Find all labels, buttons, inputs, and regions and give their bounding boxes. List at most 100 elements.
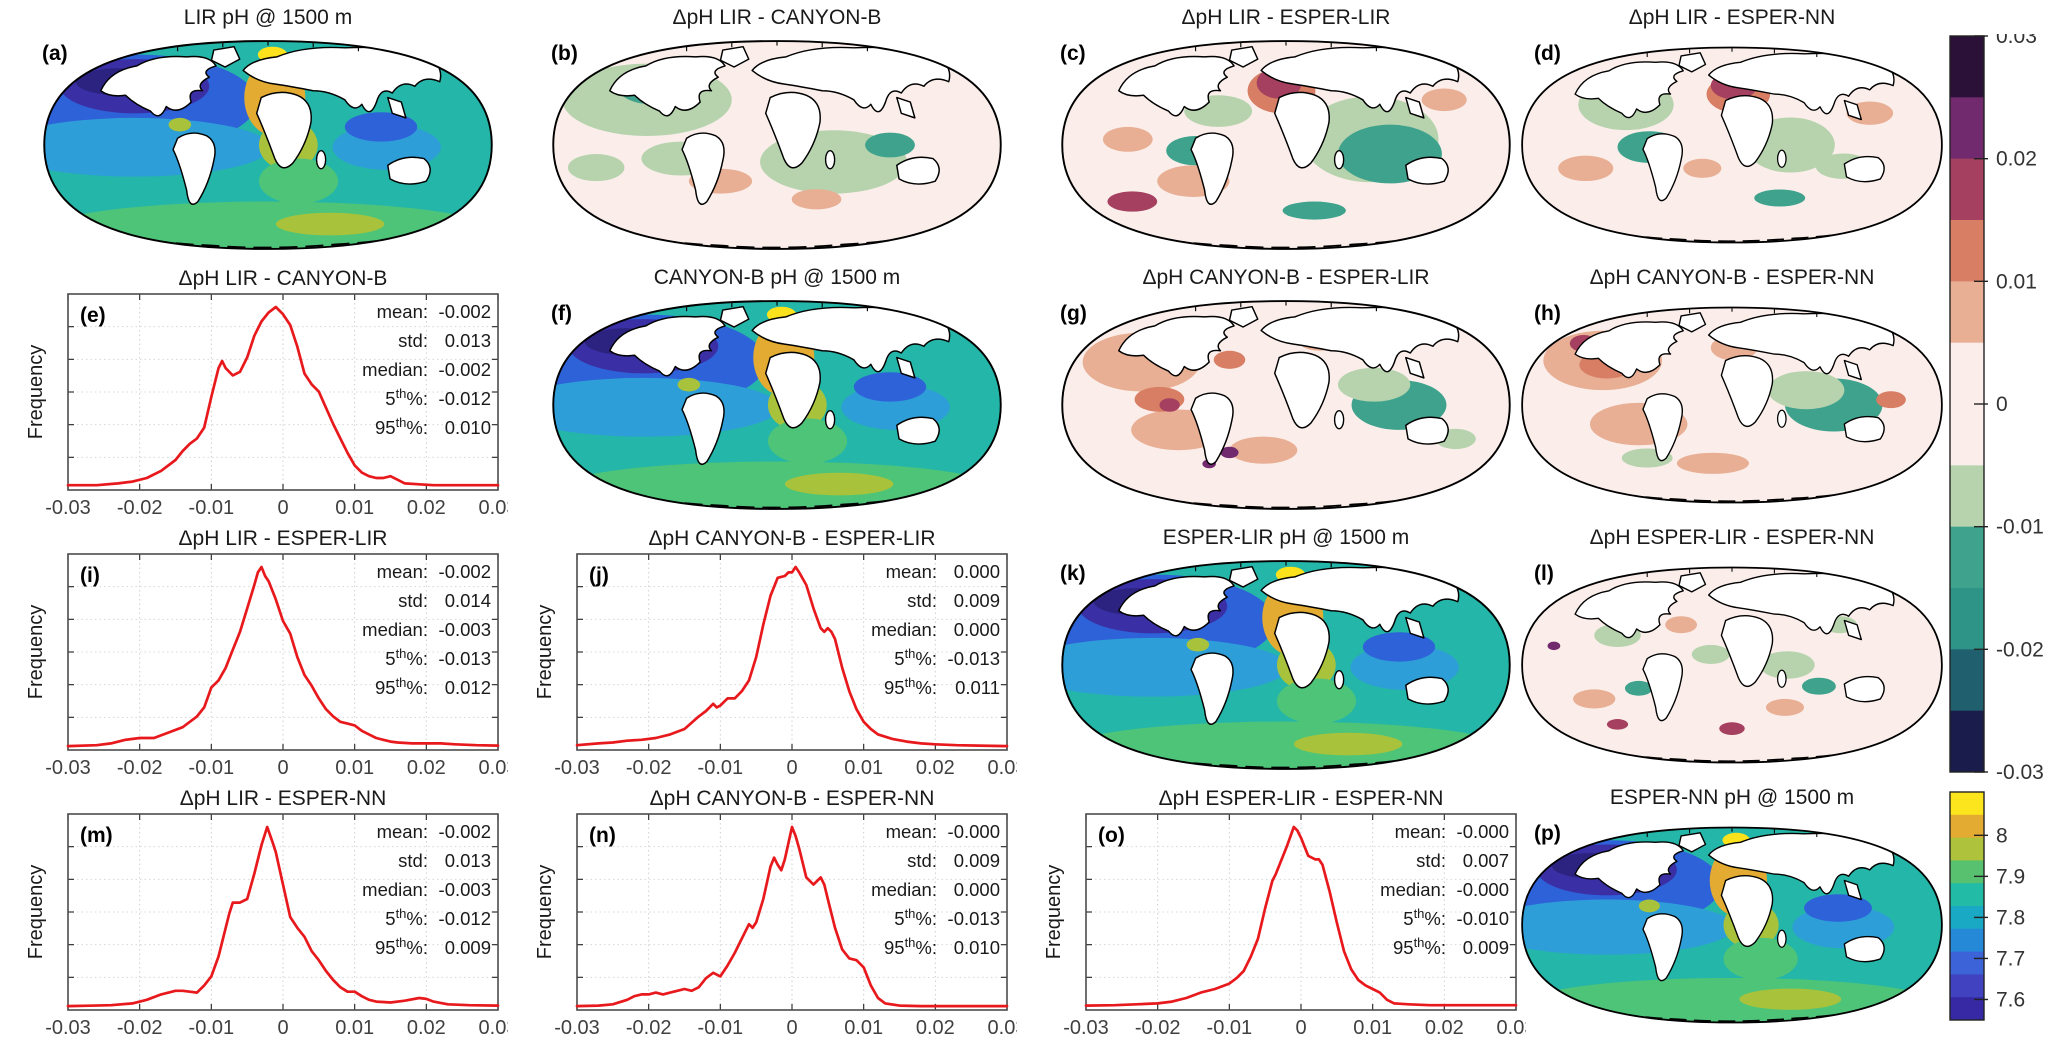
map-frame (1521, 566, 1943, 764)
colorbar-tick-label: -0.03 (1996, 761, 2044, 784)
panel-title: ΔpH CANYON-B - ESPER-NN (1589, 266, 1875, 289)
map-frame (1521, 46, 1943, 244)
continent-shape (1843, 619, 1863, 641)
panel-title: ΔpH CANYON-B - ESPER-NN (650, 787, 935, 810)
x-tick-label: -0.02 (117, 1017, 163, 1039)
stat-text: 95th%: (375, 415, 428, 438)
x-tick-label: -0.03 (45, 497, 91, 519)
colorbar-tick-label: 0 (1996, 393, 2008, 416)
stat-text: -0.012 (439, 908, 491, 929)
stat-text: -0.010 (1457, 908, 1509, 929)
x-tick-label: -0.02 (117, 497, 163, 519)
colorbar-segment (1950, 97, 1984, 160)
continent-shape (1228, 45, 1259, 68)
x-tick-label: 0.03 (479, 1017, 508, 1039)
continent-shape (681, 392, 725, 465)
difference-map-h (1521, 306, 1943, 504)
continent-shape (1678, 572, 1707, 593)
colorbar-tick-label: 7.8 (1996, 906, 2025, 929)
panel-a: LIR pH @ 1500 m (a) (28, 6, 508, 264)
colorbar-tick-label: 8 (1996, 824, 2008, 847)
continent-shape (1190, 652, 1234, 725)
stat-text: 0.000 (954, 561, 1000, 582)
panel-letter: (i) (80, 564, 100, 587)
colorbar-segment (1950, 588, 1984, 650)
x-tick-label: 0.03 (1497, 1017, 1526, 1039)
x-tick-label: 0.02 (407, 1017, 446, 1039)
continent-shape (1260, 566, 1460, 633)
x-tick-label: -0.01 (189, 1017, 235, 1039)
continent-shape (210, 45, 241, 68)
continent-shape (1843, 415, 1885, 443)
stat-text: 95th%: (884, 675, 937, 698)
x-tick-label: -0.01 (698, 757, 744, 779)
continent-shape (1678, 832, 1707, 853)
panel-letter: (f) (551, 302, 572, 325)
stat-text: 0.007 (1463, 850, 1509, 871)
panel-p: ESPER-NN pH @ 1500 m (p) (1520, 786, 1944, 1044)
stat-text: 0.011 (955, 677, 1000, 698)
continent-shape (1260, 306, 1460, 373)
continent-shape (1843, 155, 1885, 183)
panel-letter: (p) (1534, 822, 1561, 845)
x-tick-label: -0.03 (45, 1017, 91, 1039)
colorbar-segment (1950, 465, 1984, 528)
x-tick-label: -0.03 (45, 757, 91, 779)
panel-title: ΔpH LIR - CANYON-B (672, 6, 882, 29)
continent-shape (1228, 305, 1259, 328)
panel-b: ΔpH LIR - CANYON-B (b) (537, 6, 1017, 264)
colorbar-segment (1950, 974, 1984, 998)
panel-letter: (n) (589, 824, 616, 847)
x-tick-label: -0.02 (626, 1017, 672, 1039)
histogram-e: ΔpH LIR - CANYON-B Frequency (e) mean: -0.00… (28, 267, 508, 519)
y-axis-label: Frequency (28, 605, 47, 700)
continent-shape (751, 306, 951, 373)
x-tick-label: 0.03 (988, 757, 1017, 779)
stat-text: -0.003 (439, 879, 491, 900)
stat-text: 95th%: (1393, 935, 1446, 958)
colorbar-tick-label: 0.01 (1996, 270, 2037, 293)
y-axis-label: Frequency (28, 865, 47, 960)
ph-map-a (43, 40, 493, 250)
colorbar-segment (1950, 36, 1984, 98)
stat-text: 5th%: (385, 646, 428, 669)
panel-letter: (k) (1060, 562, 1086, 585)
continent-shape (1574, 841, 1684, 899)
stat-text: median: (362, 619, 428, 640)
colorbar-segment (1950, 526, 1984, 589)
frequency-curve (66, 305, 500, 487)
panel-o: ΔpH ESPER-LIR - ESPER-NN Frequency (o) mean… (1046, 786, 1526, 1044)
colorbar-tick-label: 7.7 (1996, 947, 2025, 970)
stat-text: mean: (886, 561, 937, 582)
continent-shape (751, 46, 951, 113)
continent-shape (1574, 581, 1684, 639)
continent-shape (1273, 351, 1330, 429)
map-frame (552, 300, 1002, 510)
x-tick-label: 0 (277, 497, 288, 519)
continent-shape (242, 46, 442, 113)
stat-text: 0.013 (445, 850, 491, 871)
x-tick-label: 0 (1295, 1017, 1306, 1039)
colorbar-segment (1950, 220, 1984, 282)
plot-frame (67, 813, 499, 1011)
stat-text: 0.000 (954, 619, 1000, 640)
colorbar-segment (1950, 951, 1984, 975)
continent-shape (1273, 611, 1330, 689)
stat-text: std: (1416, 850, 1446, 871)
x-tick-label: 0.03 (479, 757, 508, 779)
panel-e: ΔpH LIR - CANYON-B Frequency (e) mean: -0.00… (28, 266, 508, 524)
stat-text: mean: (377, 821, 428, 842)
continent-shape (1118, 55, 1235, 117)
continent-shape (1678, 312, 1707, 333)
continent-shape (896, 96, 916, 119)
continent-shape (1720, 614, 1774, 688)
stat-text: 0.009 (1463, 937, 1509, 958)
panel-h: ΔpH CANYON-B - ESPER-NN (h) (1520, 266, 1944, 524)
stat-text: -0.000 (1457, 879, 1509, 900)
stat-text: -0.013 (948, 908, 1000, 929)
panel-title: ESPER-LIR pH @ 1500 m (1162, 526, 1410, 549)
x-tick-label: 0.01 (335, 757, 374, 779)
continent-shape (896, 156, 940, 185)
x-tick-label: 0.02 (407, 757, 446, 779)
stat-text: std: (398, 850, 428, 871)
